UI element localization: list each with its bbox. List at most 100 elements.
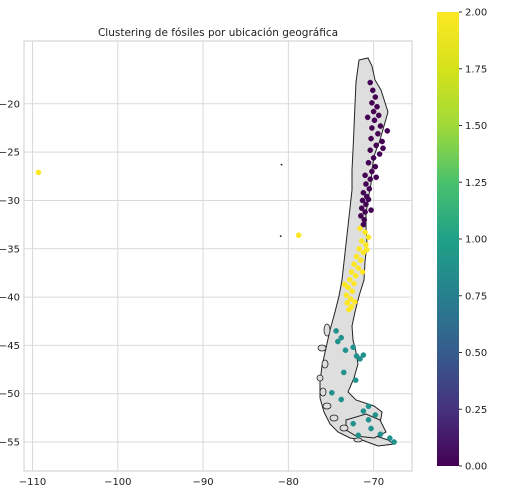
colorbar — [437, 12, 459, 466]
data-point-cluster-0 — [365, 196, 372, 203]
data-point-cluster-1 — [340, 369, 347, 376]
data-point-cluster-0 — [379, 138, 385, 145]
data-point-cluster-2 — [365, 234, 372, 240]
data-point-cluster-2 — [346, 306, 352, 313]
data-point-cluster-1 — [391, 439, 397, 445]
data-point-cluster-1 — [360, 352, 367, 358]
data-point-cluster-1 — [338, 396, 345, 403]
data-point-cluster-0 — [369, 125, 375, 131]
data-point-cluster-1 — [335, 338, 341, 345]
data-point-cluster-2 — [357, 225, 363, 232]
colorbar-tick-label: 1.75 — [465, 64, 487, 75]
data-point-cluster-1 — [352, 377, 359, 383]
data-point-cluster-2 — [35, 169, 42, 176]
data-point-cluster-1 — [372, 412, 379, 418]
colorbar-tick-label: 1.50 — [465, 121, 487, 132]
data-point-cluster-0 — [363, 201, 369, 208]
data-point-cluster-2 — [363, 242, 369, 248]
y-tick-label: −20 — [0, 99, 20, 110]
x-tick-label: −110 — [19, 477, 46, 488]
x-tick-label: −70 — [363, 477, 384, 488]
data-point-cluster-2 — [352, 299, 358, 305]
data-point-cluster-1 — [333, 328, 339, 334]
data-point-cluster-0 — [374, 103, 380, 110]
data-point-cluster-1 — [365, 403, 372, 410]
chart-title: Clustering de fósiles por ubicación geog… — [98, 27, 338, 39]
data-point-cluster-1 — [329, 389, 335, 396]
data-point-cluster-2 — [352, 273, 359, 279]
data-point-cluster-2 — [295, 232, 302, 239]
x-axis-ticks: −110 −100 −90 −80 −70 — [19, 477, 384, 488]
colorbar-tick-label: 1.00 — [465, 235, 487, 246]
x-tick-label: −90 — [193, 477, 214, 488]
y-tick-label: −30 — [0, 196, 20, 207]
data-point-cluster-2 — [348, 269, 355, 275]
x-tick-label: −80 — [278, 477, 299, 488]
data-point-cluster-0 — [372, 163, 379, 170]
data-point-cluster-2 — [353, 253, 360, 260]
data-point-cluster-1 — [387, 435, 393, 441]
data-point-cluster-0 — [370, 108, 377, 115]
data-point-cluster-2 — [359, 269, 366, 275]
data-point-cluster-2 — [358, 257, 364, 264]
data-point-cluster-0 — [360, 189, 367, 196]
data-point-cluster-2 — [346, 276, 353, 283]
colorbar-ticks: 0.00 0.25 0.50 0.75 1.00 1.25 1.50 1.75 2.00 — [459, 8, 487, 473]
data-point-cluster-2 — [349, 288, 356, 295]
data-point-cluster-2 — [358, 238, 365, 244]
data-point-cluster-0 — [375, 130, 381, 137]
data-point-cluster-0 — [361, 216, 368, 223]
data-point-cluster-0 — [370, 155, 377, 161]
grid-lines — [24, 41, 412, 471]
y-tick-label: −35 — [0, 244, 20, 255]
data-point-cluster-1 — [377, 431, 384, 438]
colorbar-tick-label: 0.25 — [465, 405, 487, 416]
data-point-cluster-1 — [357, 356, 363, 362]
data-point-cluster-0 — [360, 221, 367, 228]
data-point-cluster-0 — [362, 209, 368, 215]
data-point-cluster-0 — [359, 197, 366, 204]
black-marker — [280, 163, 283, 166]
data-point-cluster-2 — [362, 229, 368, 236]
data-point-cluster-0 — [368, 207, 374, 213]
y-tick-label: −25 — [0, 148, 20, 159]
y-axis-ticks: −20 −25 −30 −35 −40 −45 −50 −55 — [0, 99, 20, 448]
black-marker — [279, 235, 282, 238]
data-point-cluster-2 — [351, 280, 357, 287]
data-point-cluster-1 — [350, 344, 356, 351]
data-point-cluster-1 — [350, 420, 356, 427]
data-point-cluster-0 — [369, 168, 375, 175]
data-point-cluster-2 — [343, 292, 350, 298]
data-point-cluster-0 — [366, 186, 373, 192]
data-point-cluster-0 — [368, 135, 374, 142]
colorbar-tick-label: 1.25 — [465, 178, 487, 189]
data-point-cluster-0 — [358, 213, 364, 219]
data-point-cluster-0 — [375, 112, 382, 119]
data-point-cluster-2 — [351, 261, 357, 268]
data-point-cluster-0 — [367, 147, 374, 153]
southern-islands — [316, 323, 363, 443]
data-point-cluster-0 — [367, 79, 374, 86]
data-point-cluster-2 — [356, 245, 362, 252]
data-point-cluster-0 — [372, 94, 379, 100]
data-point-cluster-0 — [380, 145, 386, 152]
y-tick-label: −45 — [0, 341, 20, 352]
data-point-cluster-0 — [376, 151, 383, 157]
data-point-cluster-0 — [364, 114, 371, 121]
data-point-cluster-0 — [367, 176, 374, 182]
y-tick-label: −55 — [0, 438, 20, 449]
data-point-cluster-2 — [344, 300, 350, 306]
data-point-cluster-0 — [358, 205, 365, 211]
data-point-cluster-0 — [362, 172, 368, 179]
x-tick-label: −100 — [104, 477, 131, 488]
data-point-cluster-2 — [364, 246, 370, 253]
data-point-cluster-0 — [363, 181, 369, 187]
data-point-cluster-2 — [341, 281, 348, 288]
data-point-cluster-1 — [360, 408, 367, 414]
data-point-cluster-0 — [365, 159, 372, 166]
data-point-cluster-1 — [368, 425, 374, 432]
black-markers — [279, 163, 283, 238]
data-point-cluster-1 — [365, 416, 372, 423]
data-point-cluster-2 — [347, 296, 354, 302]
